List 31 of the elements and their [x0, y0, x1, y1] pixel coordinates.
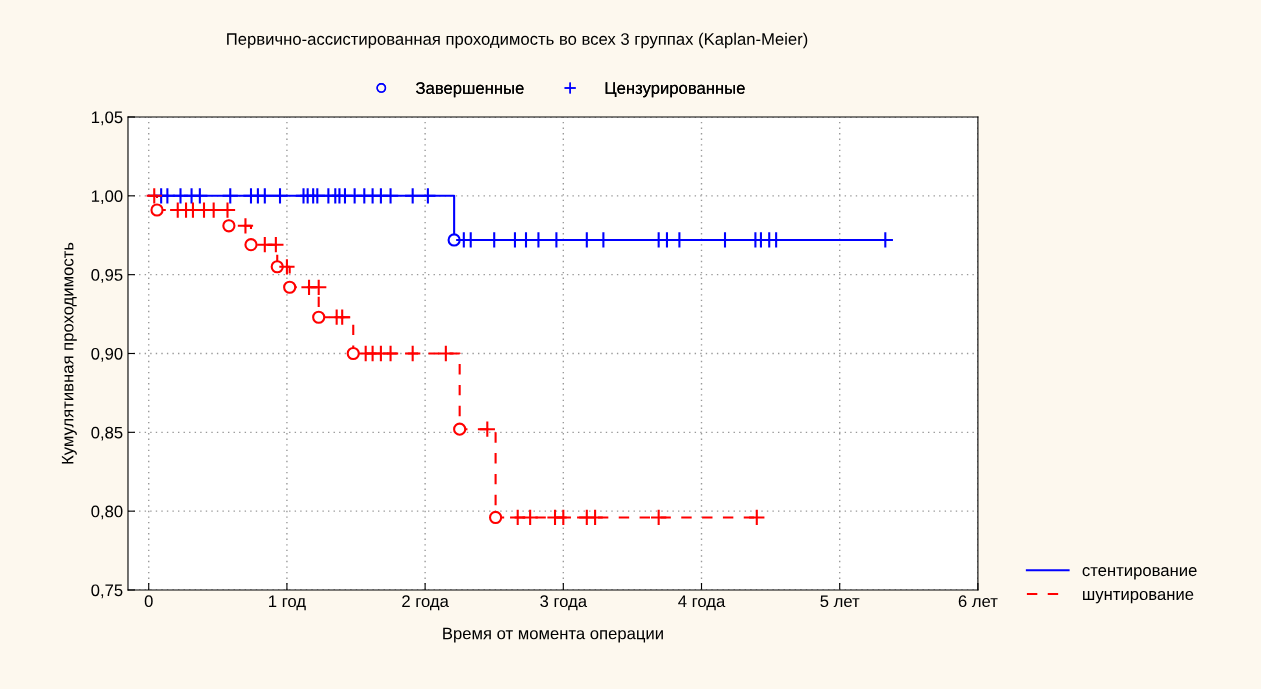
- x-tick-label: 5 лет: [820, 595, 860, 608]
- point: [270, 260, 284, 274]
- y-tick-label: 0,80: [91, 505, 123, 520]
- point: [489, 510, 503, 525]
- point: [453, 422, 467, 436]
- legend-label: Завершенные: [416, 82, 524, 98]
- x-tick-label: 4 года: [678, 595, 726, 611]
- y-axis-title: Кумулятивная проходимость: [61, 242, 77, 464]
- y-tick-label: 1,00: [91, 190, 123, 204]
- x-tick-label: 1 год: [269, 595, 306, 611]
- point: [312, 310, 326, 324]
- legend-label: шунтирование: [1083, 590, 1194, 604]
- y-tick-label: 1,05: [91, 111, 123, 126]
- chart-title: Первично-ассистированная проходимость во всех 3 группах (Kaplan-Meier): [227, 32, 808, 49]
- legend-label: стентирование: [1082, 567, 1197, 580]
- y-tick-label: 0,85: [91, 426, 123, 441]
- point: [150, 203, 164, 217]
- x-tick-label: 2 года: [402, 595, 449, 611]
- point: [346, 346, 360, 361]
- x-tick-label: 0: [144, 595, 153, 608]
- point: [244, 238, 258, 252]
- y-tick-label: 0,75: [91, 584, 123, 599]
- x-axis-title: Время от момента операции: [443, 627, 663, 643]
- y-tick-label: 0,90: [91, 347, 123, 362]
- x-tick-label: 6 лет: [958, 595, 998, 608]
- legend-label: Цензурированные: [605, 82, 745, 98]
- point: [447, 233, 461, 247]
- point: [222, 219, 236, 233]
- x-tick-label: 3 года: [540, 595, 588, 611]
- point: [283, 280, 297, 294]
- y-tick-label: 0,95: [91, 269, 123, 283]
